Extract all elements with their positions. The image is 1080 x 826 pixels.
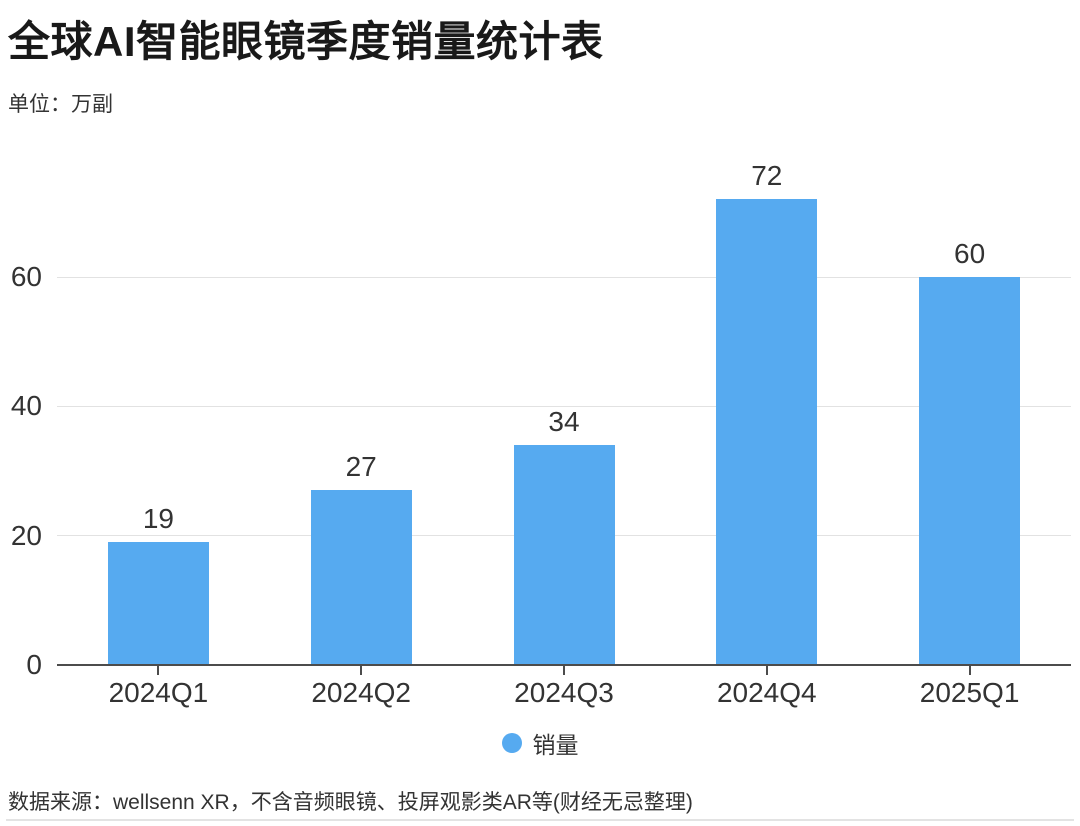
x-axis-label-2024Q2: 2024Q2	[311, 677, 411, 708]
gridline-60	[57, 276, 1071, 278]
unit-label: 单位：万副	[8, 93, 113, 116]
x-axis-label-2024Q3: 2024Q3	[514, 677, 614, 708]
x-tick-mark-2025Q1	[968, 666, 971, 675]
bar-value-label-2024Q1: 19	[142, 503, 174, 534]
bar-value-label-2025Q1: 60	[954, 238, 986, 269]
bar-2024Q4	[716, 199, 818, 665]
x-axis-label-2024Q4: 2024Q4	[716, 677, 817, 708]
x-axis-line	[57, 664, 1071, 666]
chart-title: 全球AI智能眼镜季度销量统计表	[8, 18, 604, 65]
x-axis-label-2025Q1: 2025Q1	[919, 677, 1020, 708]
x-tick-mark-2024Q1	[157, 666, 160, 675]
bar-value-label-2024Q3: 34	[548, 406, 580, 437]
y-tick-label-0: 0	[26, 649, 42, 680]
bottom-divider	[6, 819, 1074, 821]
y-tick-label-60: 60	[10, 261, 42, 292]
gridline-40	[57, 405, 1071, 407]
legend-label: 销量	[532, 732, 579, 758]
bar-2025Q1	[919, 277, 1021, 665]
bar-value-label-2024Q2: 27	[345, 451, 377, 482]
x-tick-mark-2024Q2	[360, 666, 363, 675]
legend: 销量	[0, 729, 1080, 758]
bar-2024Q2	[310, 490, 412, 665]
data-source-note: 数据来源：wellsenn XR，不含音频眼镜、投屏观影类AR等(财经无忌整理)	[8, 791, 693, 814]
x-tick-mark-2024Q3	[563, 666, 565, 675]
bar-value-label-2024Q4: 72	[751, 160, 783, 191]
x-axis-label-2024Q1: 2024Q1	[108, 677, 209, 708]
legend-dot-icon	[501, 733, 522, 753]
x-tick-mark-2024Q4	[765, 666, 768, 675]
bar-2024Q1	[107, 542, 209, 665]
y-tick-label-40: 40	[10, 390, 42, 422]
y-tick-label-20: 20	[10, 519, 42, 551]
bar-2024Q3	[513, 445, 615, 665]
